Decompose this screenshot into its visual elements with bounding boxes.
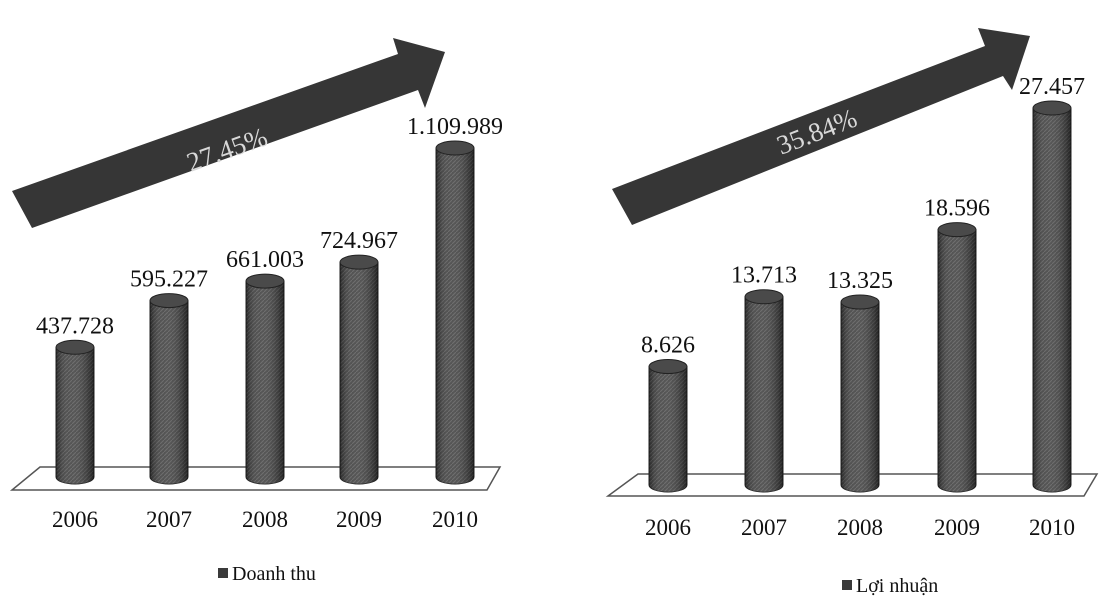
value-label: 13.713 xyxy=(731,263,797,289)
x-tick-label: 2009 xyxy=(934,515,980,540)
legend-swatch xyxy=(842,580,852,590)
profit-chart: 35.84% 8.626200613.713200713.325200818.5… xyxy=(605,28,1099,597)
profit-bars: 8.626 2006 13.713 2007 13.325 2008 18.596 2009 2… xyxy=(641,74,1085,540)
revenue-chart: 27.45% 437.7282006595.2272007661.0032008… xyxy=(9,38,503,585)
x-tick-label: 2010 xyxy=(1029,515,1075,540)
bar-2008 xyxy=(840,294,880,493)
bar-2007 xyxy=(149,293,189,485)
x-tick-label: 2006 xyxy=(645,515,691,540)
legend-label: Lợi nhuận xyxy=(856,575,938,597)
revenue-growth-arrow xyxy=(12,38,445,228)
legend-label: Doanh thu xyxy=(232,563,316,585)
x-tick-label: 2010 xyxy=(432,507,478,532)
x-tick-label: 2009 xyxy=(336,507,382,532)
x-tick-label: 2007 xyxy=(146,507,192,532)
profit-growth-arrow xyxy=(612,28,1030,225)
bar-2010 xyxy=(1032,100,1072,493)
value-label: 661.003 xyxy=(226,247,304,273)
value-label: 27.457 xyxy=(1019,74,1085,100)
value-label: 595.227 xyxy=(130,267,208,293)
value-label: 724.967 xyxy=(320,228,398,254)
value-label: 13.325 xyxy=(827,268,893,294)
x-tick-label: 2008 xyxy=(242,507,288,532)
revenue-bars: 437.728 2006 595.227 2007 661.003 2008 724.967… xyxy=(36,114,503,532)
value-label: 18.596 xyxy=(924,196,990,222)
legend-swatch xyxy=(218,568,228,578)
value-label: 437.728 xyxy=(36,313,114,339)
bar-2010 xyxy=(435,140,475,485)
profit-legend: Lợi nhuận xyxy=(842,575,938,597)
value-label: 1.109.989 xyxy=(407,114,503,140)
bar-2008 xyxy=(245,273,285,485)
bar-2006 xyxy=(648,359,688,493)
bar-2009 xyxy=(339,254,379,485)
bar-2007 xyxy=(744,289,784,493)
x-tick-label: 2007 xyxy=(741,515,787,540)
x-tick-label: 2008 xyxy=(837,515,883,540)
bar-2009 xyxy=(937,222,977,493)
bar-2006 xyxy=(55,339,95,485)
x-tick-label: 2006 xyxy=(52,507,98,532)
value-label: 8.626 xyxy=(641,333,695,359)
revenue-legend: Doanh thu xyxy=(218,563,316,585)
